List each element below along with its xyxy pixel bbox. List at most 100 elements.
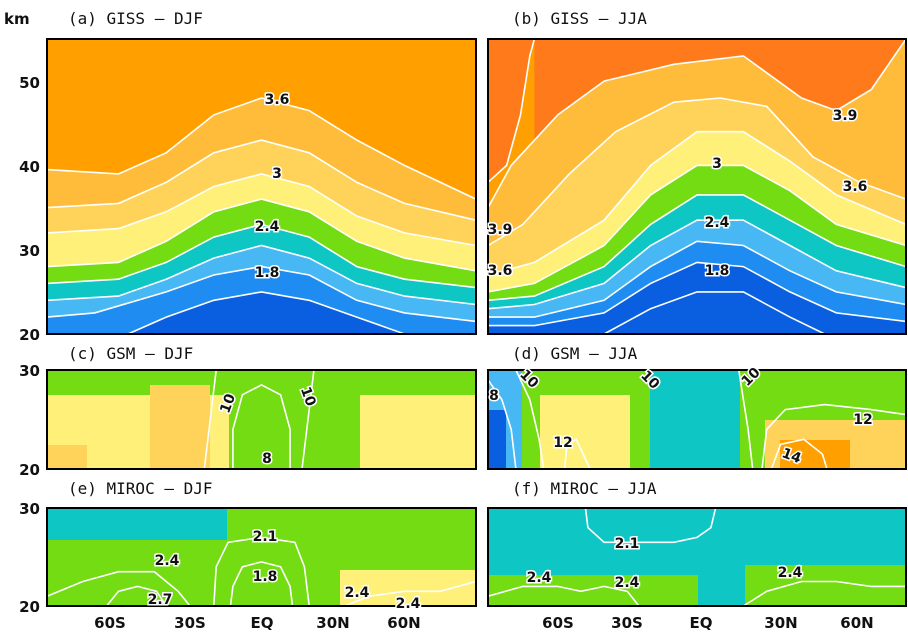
panel-d-contour-line: [487, 379, 517, 470]
panel-e-ytick-label: 30: [19, 500, 40, 518]
panel-f-contour-line: [742, 580, 906, 607]
y-unit-label: km: [4, 10, 30, 28]
panel-f-green-east: [745, 565, 906, 606]
panel-e-contour-labels: 2.1 2.4 1.8 2.7 2.4 2.4: [146, 528, 422, 614]
panel-f: (f) MIROC – JJA 2.1 2.4 2.4 2.4: [487, 479, 907, 607]
x-tick-label: 60N: [387, 614, 420, 632]
panel-f-contour-label: 2.4: [527, 570, 552, 586]
panel-b-title: (b) GISS – JJA: [512, 9, 647, 28]
panel-c-ytick-label: 30: [19, 362, 40, 380]
panel-b-band: [604, 291, 825, 334]
x-tick-label: 60S: [542, 614, 574, 632]
panel-c-orange-west: [150, 385, 210, 469]
panel-f-contours: [487, 507, 906, 607]
panel-a-ytick-label: 30: [19, 242, 40, 260]
panel-e-contour-line: [213, 536, 310, 607]
panel-d-title: (d) GSM – JJA: [512, 344, 638, 363]
panel-a-contour-line: [46, 198, 477, 272]
panel-e-fill: [47, 508, 476, 606]
panel-b-contour-label: 3: [712, 156, 722, 172]
panel-e-contour-line: [105, 585, 167, 607]
x-tick-label: EQ: [251, 614, 274, 632]
panel-d-contour-line: [563, 438, 591, 470]
panel-e-contour-label: 2.4: [345, 585, 370, 601]
panel-a-contour-label: 1.8: [255, 265, 280, 281]
panel-d-dark-blue-west: [488, 410, 506, 469]
panel-d-orange-east: [780, 440, 850, 469]
panel-e-frame: [46, 507, 477, 607]
panel-c-title: (c) GSM – DJF: [68, 344, 193, 363]
panel-c-orange-corner: [47, 445, 87, 469]
panel-b-contour-label: 1.8: [705, 263, 730, 279]
panel-b-contour-line: [487, 164, 907, 293]
panel-d-cyan-center: [650, 370, 740, 469]
panel-f-title: (f) MIROC – JJA: [512, 479, 657, 498]
x-tick-label: 30S: [611, 614, 643, 632]
panel-e-contour-line: [344, 580, 477, 607]
panel-e-contour-line: [46, 570, 191, 607]
panel-b-contour-line: [488, 240, 907, 318]
panel-f-contour-labels: 2.1 2.4 2.4 2.4: [525, 535, 804, 593]
panel-b-contour-label: 3.6: [843, 179, 868, 195]
panel-c-contour-label: 10: [297, 385, 319, 409]
panel-e-yticks: 20 30: [19, 500, 40, 616]
panel-d-contour-line: [515, 369, 545, 470]
panel-b-contour-line: [487, 38, 536, 183]
panel-e-green-west: [47, 540, 237, 606]
panel-c-contour-line: [232, 383, 291, 469]
panel-b-contour-line: [603, 291, 826, 335]
panel-b: (b) GISS – JJA 3.9 3.6 3 2.4 1.8 3.9 3.6: [486, 9, 907, 335]
panel-c-yellow-east: [360, 395, 476, 469]
panel-c-contour-label: 8: [262, 451, 272, 467]
x-tick-label: 60N: [840, 614, 873, 632]
panel-b-contour-line: [487, 130, 907, 276]
panel-f-contour-label: 2.4: [615, 575, 640, 591]
panel-b-frame: [487, 38, 907, 335]
panel-b-contour-label: 3.6: [488, 263, 513, 279]
x-tick-label: 30S: [174, 614, 206, 632]
panel-c-ytick-label: 20: [19, 461, 40, 479]
panel-a-contour-label: 2.4: [255, 219, 280, 235]
x-tick-label: 30N: [316, 614, 349, 632]
panel-a-frame: [46, 38, 477, 335]
panel-a-contour-labels: 3.6 3 2.4 1.8: [253, 91, 291, 283]
panel-b-contour-line: [487, 194, 907, 302]
x-axis-right: 60S 30S EQ 30N 60N: [542, 614, 874, 632]
panel-f-contour-label: 2.1: [615, 536, 640, 552]
panel-f-contour-label: 2.4: [778, 565, 803, 581]
panel-d: (d) GSM – JJA 8 10 10 10 12 12 14: [487, 344, 907, 470]
panel-b-contour-line: [487, 38, 907, 208]
panel-a-contour-line: [46, 173, 477, 247]
panel-c-frame: [46, 369, 477, 470]
panel-e-contour-label: 2.1: [253, 529, 278, 545]
panel-b-fill: [488, 39, 906, 334]
panel-a-ytick-label: 40: [19, 158, 40, 176]
panel-b-contour-label: 2.4: [705, 215, 730, 231]
x-axis-left: 60S 30S EQ 30N 60N: [94, 614, 421, 632]
panel-a-yticks: 20 30 40 50: [19, 74, 40, 344]
panel-a-title: (a) GISS – DJF: [68, 9, 203, 28]
panel-a-fill: [47, 39, 476, 334]
panel-b-contours: [487, 38, 907, 335]
panel-e-contours: [46, 536, 477, 607]
panel-c-fill: [47, 370, 476, 469]
panel-a-contour-line: [46, 265, 477, 323]
panel-f-fill: [488, 508, 906, 606]
panel-e-contour-label: 1.8: [253, 569, 278, 585]
panel-b-contour-labels: 3.9 3.6 3 2.4 1.8 3.9 3.6: [486, 107, 869, 281]
panel-f-contour-line: [487, 585, 640, 607]
panel-a-contour-label: 3.6: [265, 92, 290, 108]
panel-d-fill: [488, 370, 906, 469]
panel-c-yticks: 20 30: [19, 362, 40, 479]
panel-e-contour-label: 2.4: [155, 553, 180, 569]
x-tick-label: 30N: [764, 614, 797, 632]
panel-b-contour-line: [488, 261, 907, 327]
panel-a-contours: [46, 97, 477, 335]
x-tick-label: 60S: [94, 614, 126, 632]
panel-d-contour-label: 12: [853, 412, 872, 428]
panel-d-frame: [487, 369, 907, 470]
panel-a-band: [128, 291, 405, 334]
panel-e-contour-line: [229, 561, 294, 607]
panel-a-contour-line: [127, 291, 405, 335]
